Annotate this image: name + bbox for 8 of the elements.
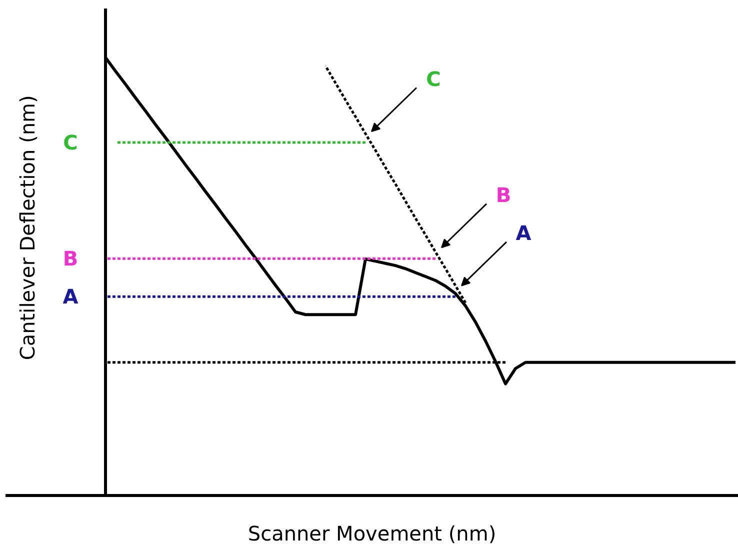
y-axis-title: Cantilever Deflection (nm) xyxy=(16,95,40,360)
annotation: C xyxy=(426,67,441,92)
x-axis-title: Scanner Movement (nm) xyxy=(248,522,496,546)
annotation: A xyxy=(516,221,532,246)
series-label: C xyxy=(63,130,78,155)
annotation: B xyxy=(496,183,512,208)
series-label: B xyxy=(62,246,78,271)
series-label: A xyxy=(62,284,79,309)
